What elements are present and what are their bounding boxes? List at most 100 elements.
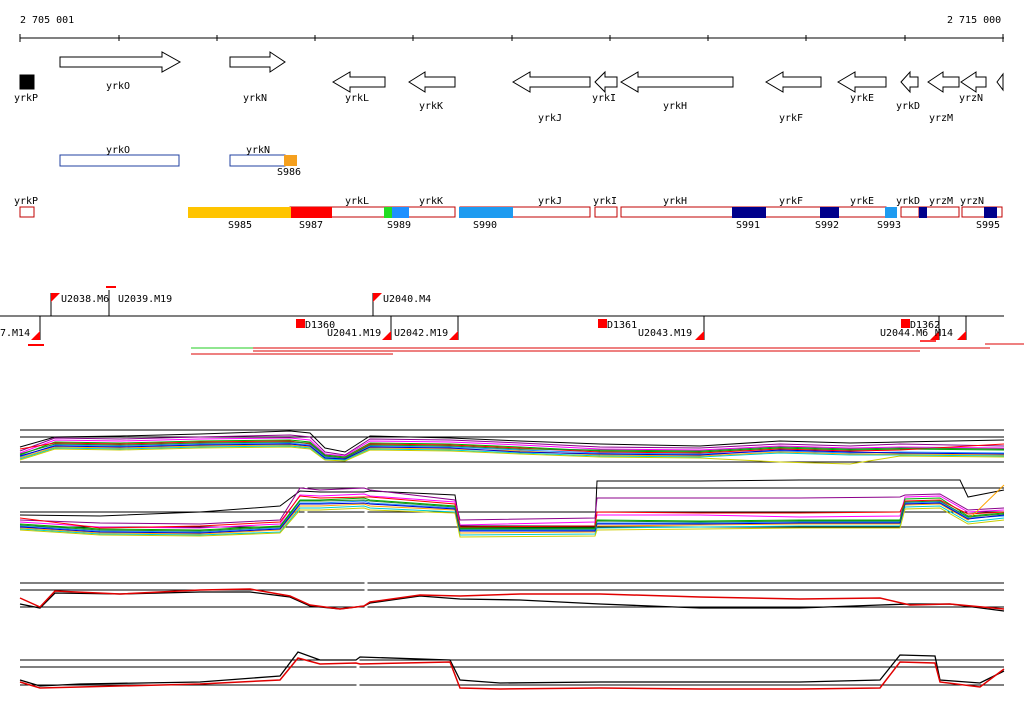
ruler-start-label: 2 705 001	[20, 15, 74, 26]
feature-track: U2038.M6 U2039.M19 U2040.M4 7.M14 D1360 …	[0, 286, 1004, 346]
feature-7M14[interactable]: 7.M14	[0, 316, 44, 346]
feature-U2039[interactable]: U2039.M19	[106, 286, 172, 316]
gene-label: yrkF	[779, 113, 803, 124]
segment-S986[interactable]: S986	[277, 155, 301, 178]
gene-yrkL[interactable]: yrkL	[332, 71, 386, 104]
operon-box-yrkI[interactable]	[594, 206, 618, 218]
operon-label: yrkD	[896, 196, 920, 207]
feature-label: M14	[935, 328, 953, 339]
gene-yrkK[interactable]: yrkK	[408, 71, 456, 112]
segment-label: S991	[736, 220, 760, 231]
operon-box-yrkP[interactable]	[19, 206, 35, 218]
operon-label: yrzN	[960, 196, 984, 207]
gene-yrkD[interactable]: yrkD	[896, 70, 920, 112]
gene-label: yrkI	[592, 93, 616, 104]
expression-panel-4	[19, 651, 1005, 692]
operon-track-main: yrkP yrkL yrkK yrkJ yrkI yrkH yrkF yrkE …	[14, 196, 1003, 231]
feature-U2038[interactable]: U2038.M6	[50, 293, 109, 316]
gene-label: yrkJ	[538, 113, 562, 124]
gene-partial[interactable]	[996, 72, 1004, 92]
gene-yrkN[interactable]: yrkN	[229, 51, 286, 104]
segment-S987[interactable]: S987	[291, 207, 332, 231]
coordinate-ruler: 2 705 001 2 715 000	[19, 15, 1004, 42]
operon-label: yrkK	[419, 196, 443, 207]
feature-U2040[interactable]: U2040.M4	[372, 293, 431, 316]
segment-label: S995	[976, 220, 1000, 231]
feature-label: U2044.M6	[880, 328, 928, 339]
feature-label: U2043.M19	[638, 328, 692, 339]
ruler-end-label: 2 715 000	[947, 15, 1001, 26]
operon-box-yrzN[interactable]	[961, 206, 1003, 218]
feature-U2043[interactable]: U2043.M19	[638, 316, 705, 340]
segment-yrzM-block[interactable]	[919, 207, 927, 218]
segment-label: S990	[473, 220, 497, 231]
feature-U2041[interactable]: U2041.M19	[327, 316, 392, 340]
operon-yrkO[interactable]: yrkO	[59, 145, 180, 167]
feature-label: D1360	[305, 320, 335, 331]
read-alignments	[191, 343, 1024, 355]
gene-track: yrkP yrkO yrkN yrkL yrkK yrkJ yrkI yrkH	[14, 51, 1004, 124]
feature-U2044[interactable]: U2044.M6	[880, 316, 940, 340]
operon-label: yrzM	[929, 196, 953, 207]
feature-D1360[interactable]: D1360	[296, 319, 335, 331]
operon-box-yrkH[interactable]	[620, 206, 734, 218]
gene-label: yrkD	[896, 101, 920, 112]
gene-yrkF[interactable]: yrkF	[765, 71, 822, 124]
operon-box-yrkD[interactable]	[900, 206, 920, 218]
feature-label: U2039.M19	[118, 294, 172, 305]
gene-yrkJ[interactable]: yrkJ	[512, 71, 591, 124]
gene-label: yrzN	[959, 93, 983, 104]
segment-S989[interactable]: S989	[384, 207, 411, 231]
feature-D1361[interactable]: D1361	[598, 319, 637, 331]
gene-yrkP[interactable]: yrkP	[14, 74, 38, 104]
expression-panel-3	[19, 578, 1005, 612]
segment-label: S985	[228, 220, 252, 231]
feature-label: 7.M14	[0, 328, 30, 339]
segment-S991[interactable]: S991	[732, 207, 766, 231]
gene-label: yrkP	[14, 93, 38, 104]
operon-yrkN[interactable]: yrkN	[229, 145, 286, 167]
operon-label: yrkI	[593, 196, 617, 207]
gene-label: yrkN	[243, 93, 267, 104]
feature-label: U2042.M19	[394, 328, 448, 339]
segment-label: S989	[387, 220, 411, 231]
feature-D1362[interactable]: D1362	[901, 319, 940, 331]
feature-label: D1362	[910, 320, 940, 331]
operon-label: yrkF	[779, 196, 803, 207]
feature-U2042[interactable]: U2042.M19	[394, 316, 459, 340]
gene-label: yrkK	[419, 101, 443, 112]
segment-label: S987	[299, 220, 323, 231]
expression-panel-2	[19, 479, 1005, 538]
feature-label: U2038.M6	[61, 294, 109, 305]
segment-S995[interactable]: S995	[976, 207, 1000, 231]
operon-label: yrkJ	[538, 196, 562, 207]
operon-label: yrkO	[106, 145, 130, 156]
operon-label: yrkE	[850, 196, 874, 207]
feature-M14[interactable]: M14	[935, 316, 967, 340]
gene-yrkI[interactable]: yrkI	[592, 70, 618, 104]
gene-yrkE[interactable]: yrkE	[837, 71, 887, 104]
gene-yrzM[interactable]: yrzM	[927, 71, 960, 124]
segment-S990[interactable]: S990	[459, 207, 513, 231]
gene-yrzN[interactable]: yrzN	[959, 71, 987, 104]
feature-label: D1361	[607, 320, 637, 331]
operon-label: yrkL	[345, 196, 369, 207]
gene-label: yrzM	[929, 113, 953, 124]
segment-S993[interactable]: S993	[877, 207, 901, 231]
feature-label: U2040.M4	[383, 294, 431, 305]
feature-label: U2041.M19	[327, 328, 381, 339]
segment-S985[interactable]: S985	[188, 207, 291, 231]
operon-track-upper: yrkO yrkN S986	[59, 145, 301, 178]
segment-label: S992	[815, 220, 839, 231]
expression-panel-1	[19, 429, 1005, 465]
operon-label: yrkP	[14, 196, 38, 207]
segment-label: S993	[877, 220, 901, 231]
gene-label: yrkH	[663, 101, 687, 112]
gene-label: yrkO	[106, 81, 130, 92]
gene-label: yrkL	[345, 93, 369, 104]
operon-label: yrkH	[663, 196, 687, 207]
segment-S992[interactable]: S992	[815, 207, 839, 231]
gene-yrkO[interactable]: yrkO	[59, 51, 182, 92]
gene-yrkH[interactable]: yrkH	[620, 71, 734, 112]
